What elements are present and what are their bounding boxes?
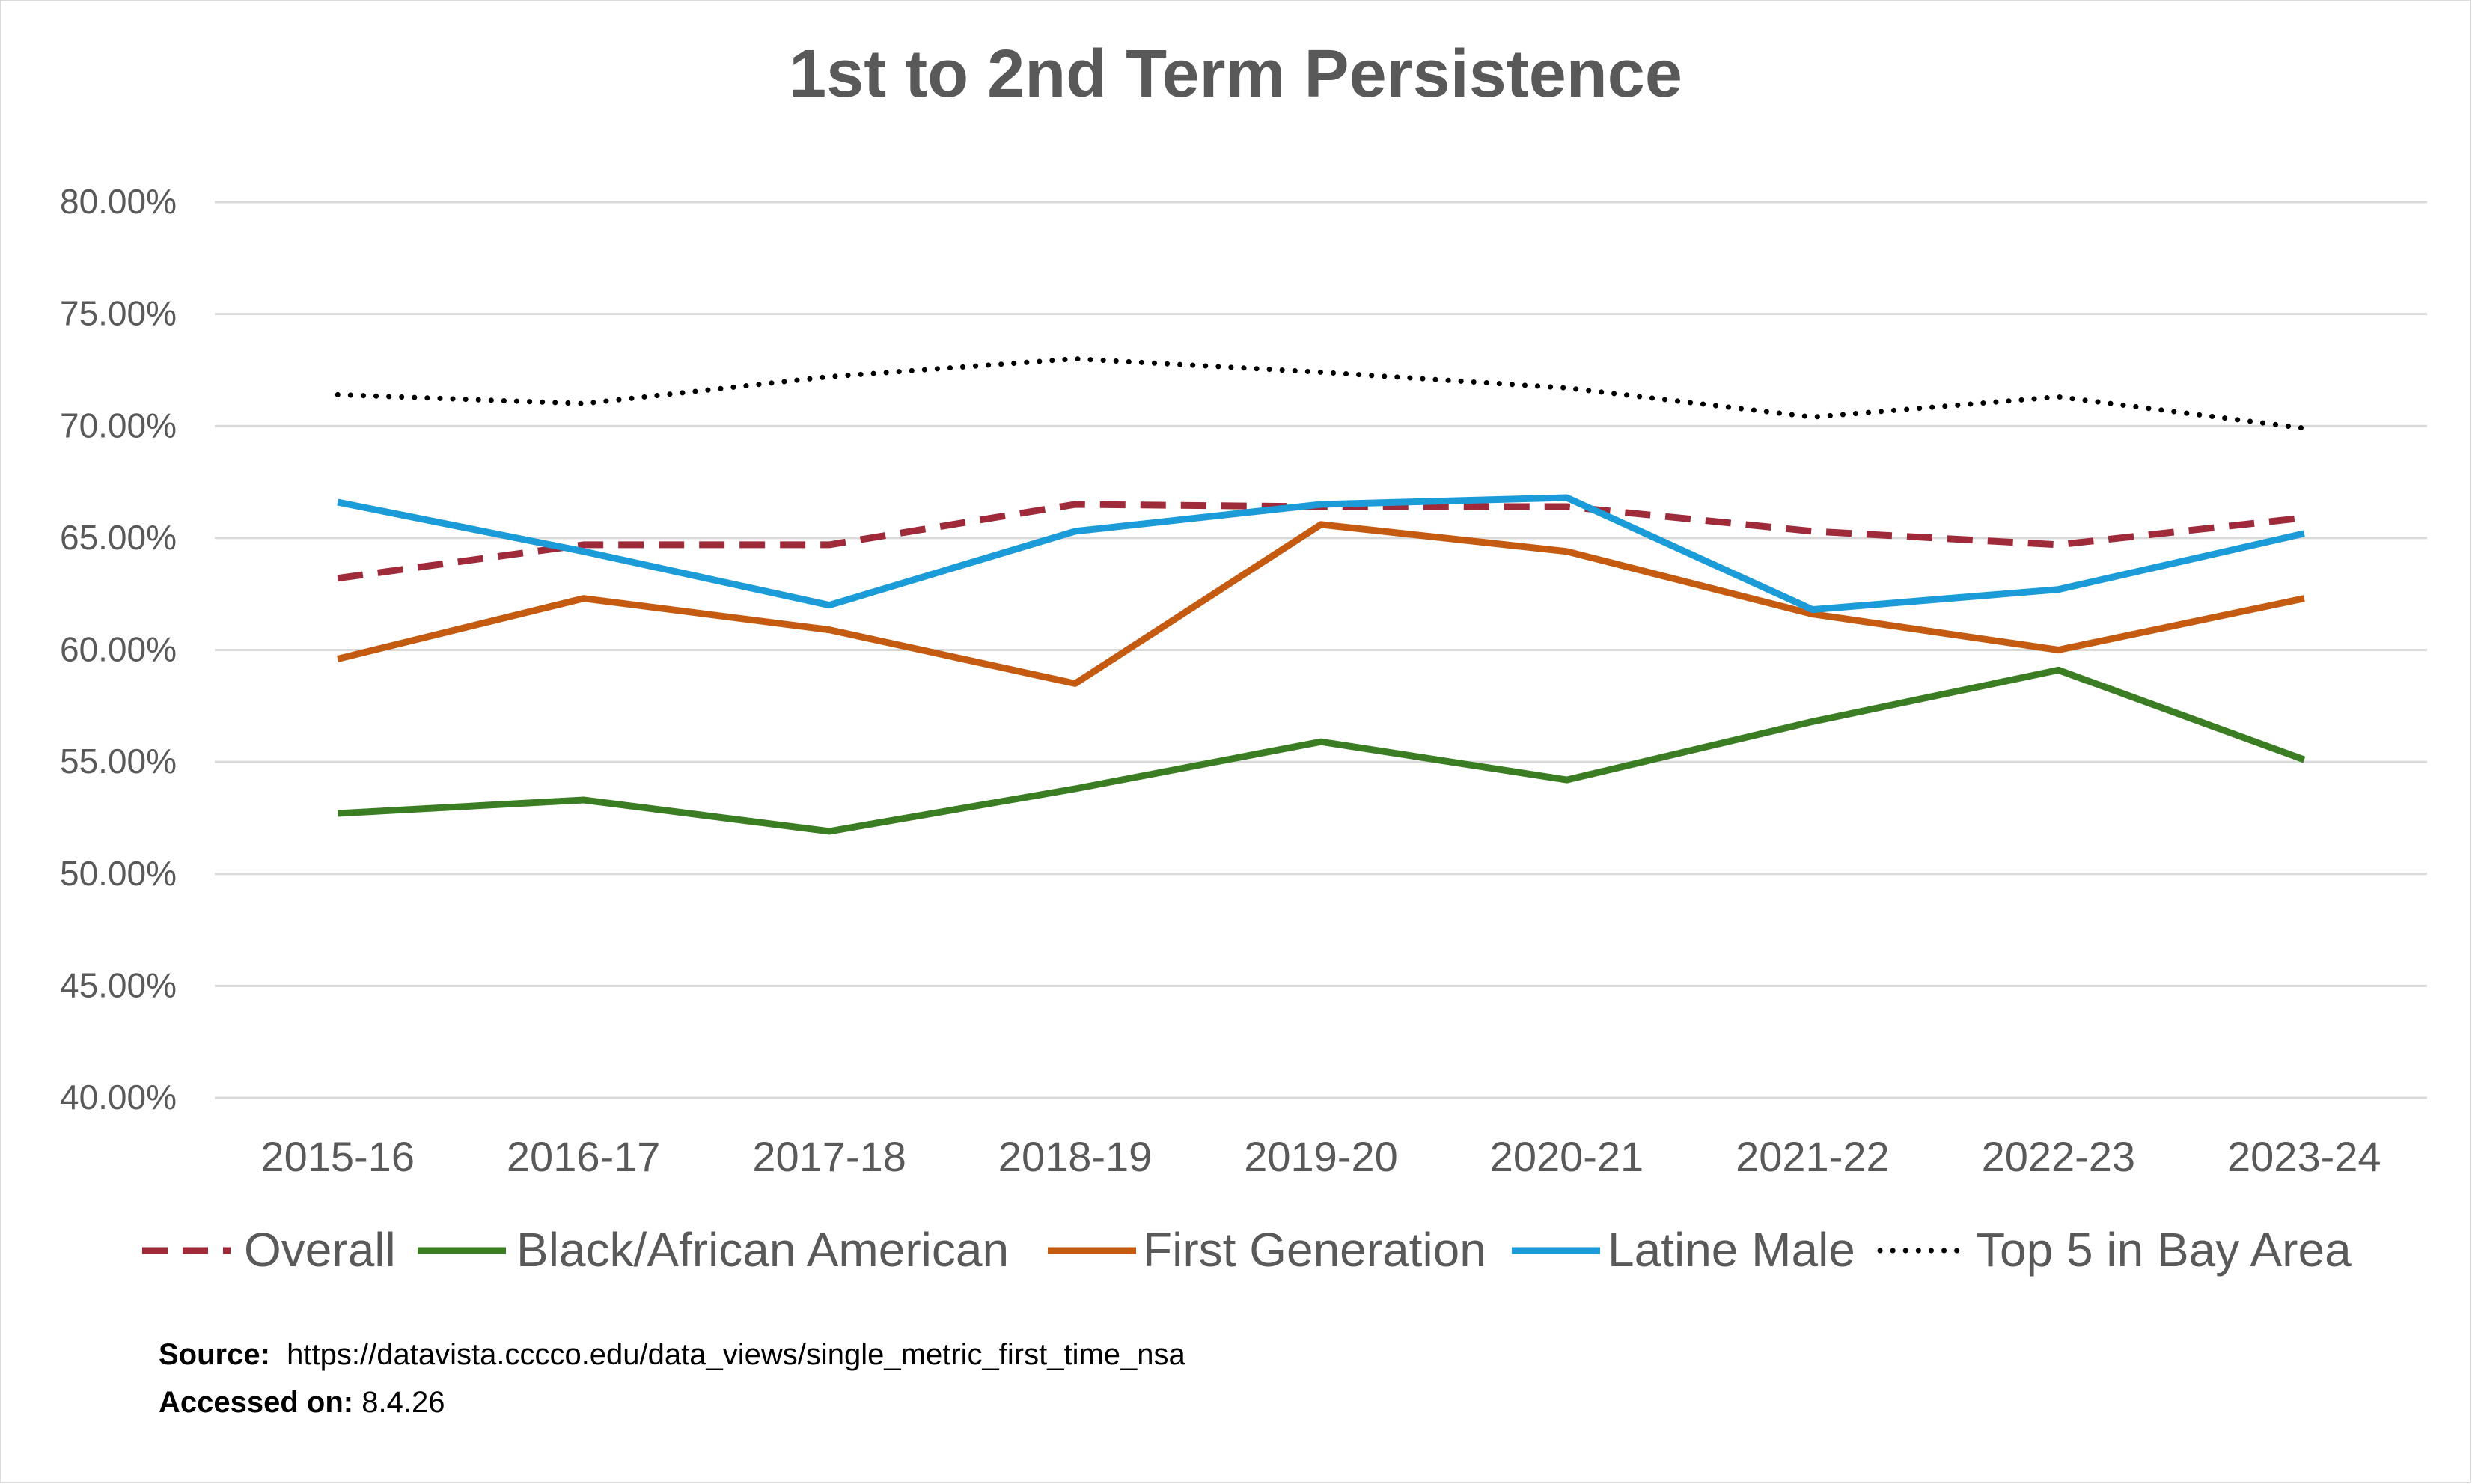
y-tick-label: 50.00% — [60, 854, 177, 893]
x-tick-label: 2023-24 — [2227, 1133, 2381, 1180]
y-tick-label: 70.00% — [60, 406, 177, 445]
legend-label-1: Overall — [244, 1223, 396, 1277]
series-line-4 — [337, 494, 2305, 614]
x-tick-label: 2020-21 — [1490, 1133, 1644, 1180]
x-tick-label: 2015-16 — [260, 1133, 415, 1180]
x-axis-ticks: 2015-16 2016-17 2017-18 2018-19 2019-20 2020-… — [260, 1133, 2381, 1180]
gridlines — [215, 201, 2427, 1099]
accessed-note: Accessed on: 8.4.26 — [159, 1386, 445, 1420]
series-line-2 — [337, 666, 2306, 835]
x-tick-label: 2018-19 — [998, 1133, 1153, 1180]
legend-label-5: Top 5 in Bay Area — [1976, 1223, 2352, 1277]
x-tick-label: 2019-20 — [1244, 1133, 1398, 1180]
x-tick-label: 2021-22 — [1736, 1133, 1890, 1180]
legend: Overall Black/African American First Gener… — [142, 1223, 2352, 1277]
y-tick-label: 60.00% — [60, 630, 177, 669]
x-tick-label: 2022-23 — [1982, 1133, 2136, 1180]
y-axis-ticks: 40.00% 45.00% 50.00% 55.00% 60.00% 65.00% 70.0… — [60, 182, 177, 1117]
source-note: Source: https://datavista.cccco.edu/data… — [159, 1338, 1185, 1372]
chart-title: 1st to 2nd Term Persistence — [789, 37, 1682, 112]
y-tick-label: 65.00% — [60, 518, 177, 557]
accessed-date: 8.4.26 — [361, 1386, 445, 1419]
y-tick-label: 75.00% — [60, 294, 177, 333]
x-tick-label: 2017-18 — [752, 1133, 906, 1180]
series-lines — [335, 356, 2307, 835]
source-url: https://datavista.cccco.edu/data_views/s… — [287, 1338, 1185, 1371]
y-tick-label: 80.00% — [60, 182, 177, 221]
series-line-1 — [337, 501, 2305, 582]
x-tick-label: 2016-17 — [507, 1133, 661, 1180]
legend-label-2: Black/African American — [516, 1223, 1009, 1277]
legend-label-4: Latine Male — [1608, 1223, 1855, 1277]
y-tick-label: 40.00% — [60, 1078, 177, 1117]
source-label: Source: — [159, 1338, 270, 1371]
series-line-5 — [335, 356, 2307, 431]
legend-label-3: First Generation — [1143, 1223, 1486, 1277]
y-tick-label: 45.00% — [60, 965, 177, 1004]
series-line-3 — [337, 521, 2305, 687]
accessed-label: Accessed on: — [159, 1386, 354, 1419]
y-tick-label: 55.00% — [60, 742, 177, 781]
